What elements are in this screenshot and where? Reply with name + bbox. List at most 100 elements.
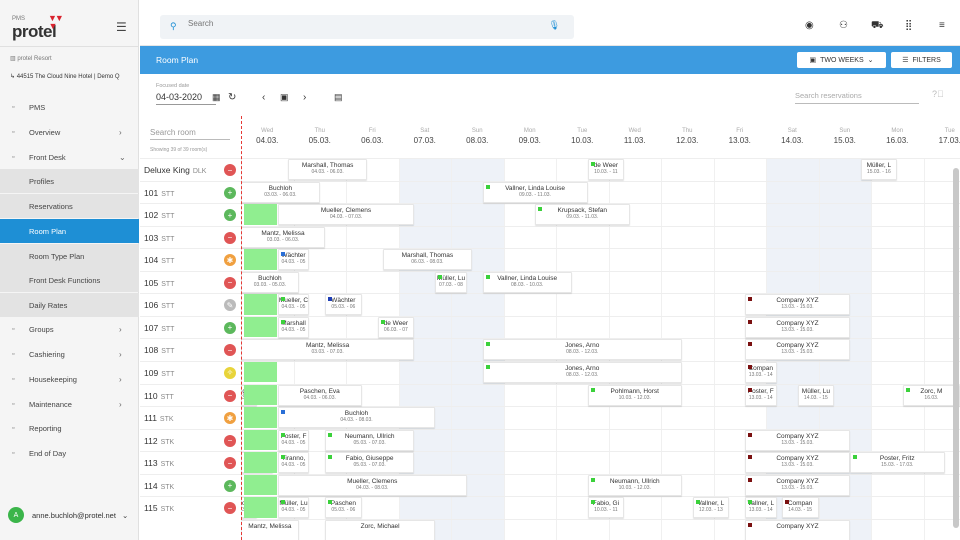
reservation-bar[interactable]: Compan 14.03. - 15	[781, 497, 819, 519]
reservation-bar[interactable]: Müller, L 15.03. - 16	[860, 159, 898, 180]
room-status-icon[interactable]: −	[224, 164, 236, 176]
sidebar-item-overview[interactable]: ▫ Overview ›	[0, 120, 139, 144]
focused-date-input[interactable]: 04-03-2020	[156, 92, 216, 105]
room-row[interactable]: 102 STT +	[140, 203, 241, 226]
sidebar-item-profiles[interactable]: Profiles	[0, 169, 139, 193]
reservation-bar[interactable]: Mueller, Clemens 04.03. - 08.03.	[277, 474, 467, 496]
room-status-icon[interactable]: +	[224, 479, 236, 492]
room-row[interactable]: 111 STK ✱	[140, 406, 241, 429]
reservation-bar[interactable]: Buchloh 03.03. - 05.03.	[241, 271, 299, 293]
reservation-bar[interactable]: Poster, F 04.03. - 05	[277, 429, 310, 451]
reservation-bar[interactable]: Poster, Fritz 15.03. - 17.03.	[850, 452, 945, 474]
reservation-bar[interactable]: Company XYZ 13.03. - 15.03.	[745, 339, 850, 361]
sidebar-item-groups[interactable]: ▫ Groups ›	[0, 317, 139, 341]
reservation-bar[interactable]: Vallner, Linda Louise 09.03. - 11.03.	[482, 181, 588, 203]
apps-grid-icon[interactable]: ⣿	[905, 20, 913, 31]
room-status-icon[interactable]: ✎	[224, 299, 236, 312]
compass-icon[interactable]: ◉	[805, 20, 814, 31]
reservation-bar[interactable]: Marshall 04.03. - 05	[277, 316, 310, 338]
room-status-icon[interactable]: −	[224, 434, 236, 447]
room-status-icon[interactable]: ✱	[224, 254, 236, 267]
reservation-bar[interactable]: Mueller, Clemens 04.03. - 07.03.	[277, 204, 415, 226]
room-status-icon[interactable]: +	[224, 209, 236, 222]
room-status-icon[interactable]: ✱	[224, 412, 236, 425]
sidebar-item-maintenance[interactable]: ▫ Maintenance ›	[0, 392, 139, 416]
user-switch-icon[interactable]: ⚇	[839, 20, 848, 31]
sidebar-item-housekeeping[interactable]: ▫ Housekeeping ›	[0, 367, 139, 391]
vertical-scrollbar[interactable]	[952, 158, 960, 528]
list-view-icon[interactable]: ▤	[334, 92, 343, 102]
room-status-icon[interactable]: ✧	[224, 366, 236, 379]
reservation-bar[interactable]: Müller, Lu 04.03. - 05	[277, 497, 310, 519]
microphone-icon[interactable]: 🎙︎	[548, 20, 560, 30]
sidebar-item-front-desk-functions[interactable]: Front Desk Functions	[0, 268, 139, 292]
refresh-icon[interactable]: ↻	[228, 92, 237, 103]
reservation-bar[interactable]: Wächter 05.03. - 06	[325, 294, 362, 316]
global-search[interactable]: ⚲ 🎙︎	[160, 15, 574, 39]
user-profile[interactable]: A anne.buchloh@protel.net ⌄	[8, 507, 128, 523]
room-row[interactable]: 101 STT +	[140, 180, 241, 204]
search-room-input[interactable]: Search room	[150, 128, 230, 140]
reservation-bar[interactable]: Marshall, Thomas 04.03. - 06.03.	[288, 159, 367, 180]
room-row[interactable]: 105 STT −	[140, 270, 241, 294]
reservation-bar[interactable]: Neumann, Ullrich 05.03. - 07.03.	[325, 429, 415, 451]
room-status-icon[interactable]: −	[224, 502, 236, 515]
reservation-bar[interactable]: Vallner, L 12.03. - 13	[692, 497, 730, 519]
sidebar-item-reporting[interactable]: ▫ Reporting	[0, 416, 139, 440]
two-weeks-dropdown[interactable]: ▣ TWO WEEKS ⌄	[797, 52, 886, 68]
sidebar-item-cashiering[interactable]: ▫ Cashiering ›	[0, 342, 139, 366]
room-row[interactable]: 113 STK −	[140, 451, 241, 474]
reservation-bar[interactable]: Company XYZ 13.03. - 15.03.	[745, 474, 850, 496]
reservation-bar[interactable]: Poster, F 13.03. - 14	[745, 384, 777, 406]
room-status-icon[interactable]: −	[224, 389, 236, 402]
room-status-icon[interactable]: −	[224, 344, 236, 357]
reservation-bar[interactable]: Pohlmann, Horst 10.03. - 12.03.	[587, 384, 682, 406]
chevron-left-icon[interactable]: ‹	[262, 92, 266, 103]
reservation-bar[interactable]: Company XYZ 13.03. - 15.03.	[745, 429, 850, 451]
reservation-bar[interactable]: Jones, Arno 08.03. - 12.03.	[482, 361, 682, 383]
reservation-bar[interactable]: Wächter 04.03. - 05	[277, 249, 310, 271]
reservation-bar[interactable]: Marshall, Thomas 06.03. - 08.03.	[382, 249, 472, 271]
reservation-bar[interactable]: Mantz, Melissa 03.03. - 07.03.	[241, 339, 415, 361]
reservation-bar[interactable]: Company XYZ 13.03. - 15.03.	[745, 316, 850, 338]
reservation-bar[interactable]: Fabio, Gi 10.03. - 11	[587, 497, 625, 519]
reservation-bar[interactable]: Company XYZ 13.03. - 15.03.	[745, 452, 850, 474]
protel-logo[interactable]: PMS protel ▼▼ ▼	[12, 12, 72, 42]
hamburger-menu-icon[interactable]: ☰	[116, 20, 127, 34]
reservation-bar[interactable]: Paschen 05.03. - 06	[325, 497, 362, 519]
menu-lines-icon[interactable]: ≡	[939, 20, 945, 31]
reservation-bar[interactable]: Paschen, Eva 04.03. - 06.03.	[277, 384, 362, 406]
room-row[interactable]: 115 STK −	[140, 496, 241, 519]
reservation-bar[interactable]: de Weer 06.03. - 07	[377, 316, 415, 338]
room-status-icon[interactable]: −	[224, 457, 236, 470]
room-status-icon[interactable]: −	[224, 276, 236, 289]
reservation-bar[interactable]: Vallner, Linda Louise 08.03. - 10.03.	[482, 271, 572, 293]
reservation-bar[interactable]: Company XYZ 13.03. - 15.03.	[745, 294, 850, 316]
help-icon[interactable]: ?⃝	[932, 89, 944, 99]
reservation-bar[interactable]: Buchloh 04.03. - 08.03.	[277, 407, 436, 429]
sidebar-item-daily-rates[interactable]: Daily Rates	[0, 293, 139, 317]
sidebar-item-room-type-plan[interactable]: Room Type Plan	[0, 244, 139, 268]
reservation-bar[interactable]: Zorc, Michael	[325, 519, 436, 540]
sidebar-item-room-plan[interactable]: Room Plan	[0, 219, 139, 243]
hotel-selector[interactable]: ↳ 44515 The Cloud Nine Hotel | Demo Q	[10, 74, 120, 80]
reservation-bar[interactable]: Krupsack, Stefan 09.03. - 11.03.	[535, 204, 630, 226]
room-row[interactable]: 107 STT +	[140, 315, 241, 339]
sidebar-item-end-of-day[interactable]: ▫ End of Day	[0, 441, 139, 465]
room-row[interactable]: 108 STT −	[140, 338, 241, 361]
reservation-bar[interactable]: Compan 13.03. - 14	[745, 361, 777, 383]
search-reservations-input[interactable]: Search reservations	[795, 91, 919, 104]
sidebar-item-front-desk[interactable]: ▫ Front Desk ⌄	[0, 145, 139, 169]
reservation-bar[interactable]: Vallner, L 13.03. - 14	[745, 497, 777, 519]
filters-button[interactable]: ☰ FILTERS	[891, 52, 952, 68]
reservation-bar[interactable]: Jones, Arno 08.03. - 12.03.	[482, 339, 682, 361]
room-row[interactable]: 104 STT ✱	[140, 248, 241, 271]
reservation-bar[interactable]: Müller, Lu 14.03. - 15	[797, 384, 835, 406]
reservation-bar[interactable]: Mantz, Melissa 03.03. - 06.03.	[241, 226, 325, 248]
calendar-picker-icon[interactable]: ▦	[212, 92, 221, 102]
room-row[interactable]: Deluxe King DLK −	[140, 158, 241, 181]
reservation-bar[interactable]: Buchloh 03.03. - 06.03.	[241, 181, 320, 203]
room-row[interactable]: 112 STK −	[140, 428, 241, 452]
room-row[interactable]: 110 STT −	[140, 383, 241, 406]
reservation-bar[interactable]: Fabio, Giuseppe 05.03. - 07.03.	[325, 452, 415, 474]
